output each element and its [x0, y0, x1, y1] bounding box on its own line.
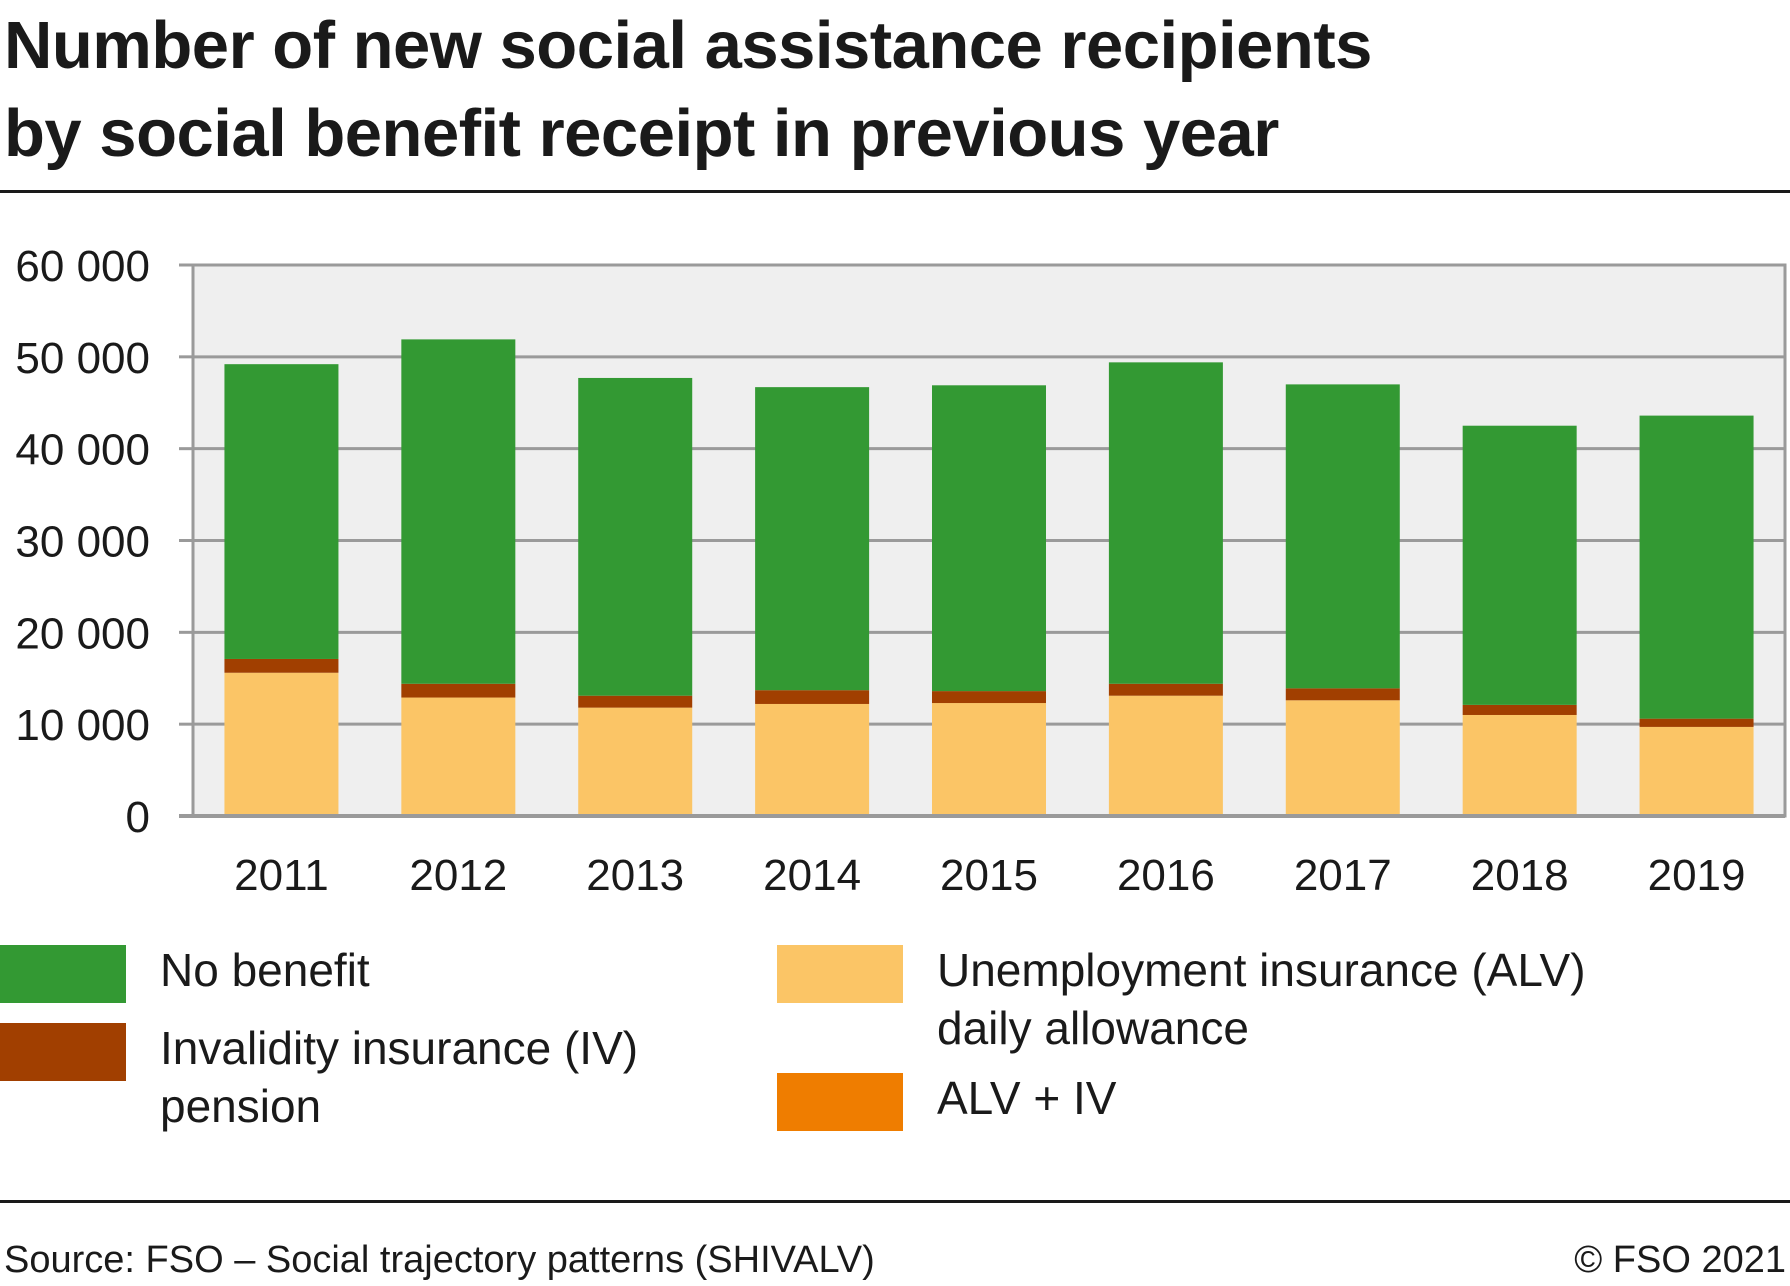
bar-segment-invalidity-insurance-iv-pension-2018 [1462, 704, 1577, 715]
stacked-bar-chart: 0 10 000 20 000 30 000 40 000 50 000 60 000 20… [15, 242, 1787, 900]
x-tick-label: 2018 [1471, 851, 1569, 900]
bar-segment-unemployment-insurance-alv-daily-allowance-2014 [755, 703, 870, 816]
bar-segment-no-benefit-2016 [1108, 362, 1223, 684]
bar-segment-unemployment-insurance-alv-daily-allowance-2013 [578, 707, 693, 816]
bar-segment-invalidity-insurance-iv-pension-2013 [578, 695, 693, 708]
y-tick-label: 0 [126, 793, 150, 842]
bar-segment-unemployment-insurance-alv-daily-allowance-2016 [1108, 695, 1223, 816]
legend-label-iv-pension: Invalidity insurance (IV) pension [160, 1022, 639, 1132]
bar-segment-unemployment-insurance-alv-daily-allowance-2017 [1285, 700, 1400, 816]
y-tick-label: 30 000 [15, 518, 150, 567]
chart-title-line-2: by social benefit receipt in previous ye… [4, 96, 1279, 171]
legend-swatch-alv-daily-allowance [777, 945, 903, 1003]
copyright-note: © FSO 2021 [1574, 1239, 1786, 1281]
legend-swatch-no-benefit [0, 945, 126, 1003]
source-note: Source: FSO – Social trajectory patterns… [4, 1239, 875, 1281]
bar-segment-no-benefit-2019 [1639, 415, 1754, 719]
x-tick-label: 2012 [409, 851, 507, 900]
legend-swatch-iv-pension [0, 1023, 126, 1081]
bar-segment-no-benefit-2017 [1285, 384, 1400, 689]
legend-label-no-benefit: No benefit [160, 944, 370, 996]
chart-title-line-1: Number of new social assistance recipien… [4, 8, 1372, 83]
bar-segment-invalidity-insurance-iv-pension-2012 [401, 683, 516, 698]
y-tick-label: 20 000 [15, 609, 150, 658]
y-tick-label: 50 000 [15, 334, 150, 383]
legend-label-alv-daily-allowance: Unemployment insurance (ALV) daily allow… [937, 944, 1586, 1054]
bar-segment-no-benefit-2012 [401, 339, 516, 684]
x-tick-label: 2011 [234, 851, 329, 900]
bar-segment-unemployment-insurance-alv-daily-allowance-2018 [1462, 714, 1577, 816]
bottom-divider [0, 1200, 1790, 1203]
bar-segment-no-benefit-2015 [932, 385, 1046, 692]
legend-swatch-alv-iv [777, 1073, 903, 1131]
bar-segment-unemployment-insurance-alv-daily-allowance-2011 [224, 672, 339, 816]
bar-segment-unemployment-insurance-alv-daily-allowance-2012 [401, 697, 516, 816]
top-divider [0, 190, 1790, 193]
x-tick-label: 2016 [1117, 851, 1215, 900]
bar-segment-no-benefit-2018 [1462, 425, 1577, 705]
bar-segment-no-benefit-2013 [578, 377, 693, 696]
x-tick-label: 2017 [1294, 851, 1392, 900]
x-tick-label: 2014 [763, 851, 861, 900]
y-tick-label: 40 000 [15, 426, 150, 475]
bar-segment-invalidity-insurance-iv-pension-2017 [1285, 688, 1400, 701]
bar-segment-invalidity-insurance-iv-pension-2016 [1108, 683, 1223, 696]
y-tick-label: 10 000 [15, 701, 150, 750]
bar-segment-unemployment-insurance-alv-daily-allowance-2015 [932, 703, 1046, 816]
bar-segment-unemployment-insurance-alv-daily-allowance-2019 [1639, 726, 1754, 816]
bar-segment-invalidity-insurance-iv-pension-2011 [224, 658, 339, 673]
bar-segment-invalidity-insurance-iv-pension-2019 [1639, 718, 1754, 727]
x-tick-label: 2015 [940, 851, 1038, 900]
x-tick-label: 2019 [1648, 851, 1746, 900]
y-tick-label: 60 000 [15, 242, 150, 291]
bar-segment-no-benefit-2011 [224, 364, 339, 659]
legend-label-alv-iv: ALV + IV [937, 1072, 1117, 1124]
chart-title: Number of new social assistance recipien… [4, 2, 1704, 178]
bar-segment-no-benefit-2014 [755, 387, 870, 691]
x-tick-label: 2013 [586, 851, 684, 900]
bar-segment-invalidity-insurance-iv-pension-2014 [755, 690, 870, 704]
bar-segment-invalidity-insurance-iv-pension-2015 [932, 691, 1046, 704]
